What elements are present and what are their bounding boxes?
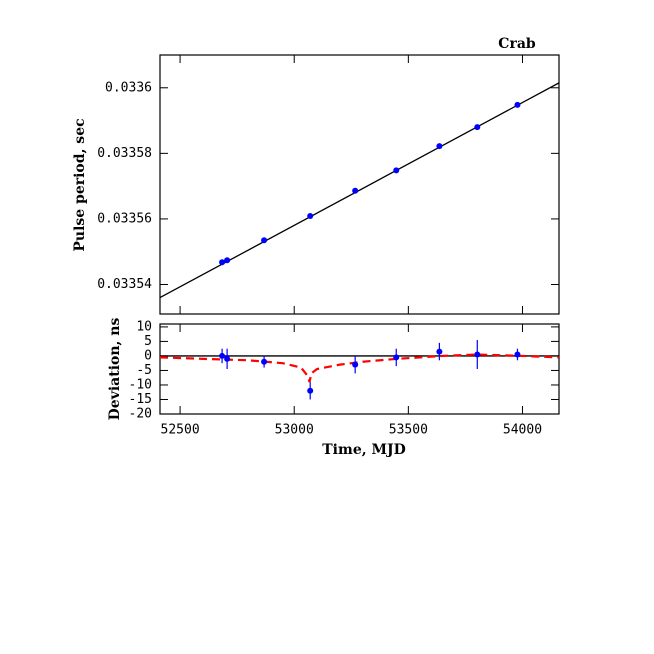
data-point xyxy=(219,352,226,359)
data-point xyxy=(224,257,231,264)
plot-frame xyxy=(159,54,560,315)
data-point xyxy=(219,259,226,266)
fit-line xyxy=(159,82,560,299)
y-axis-label: Pulse period, sec xyxy=(72,118,88,251)
y-tick-label: 0.03356 xyxy=(97,211,152,226)
y-tick-label: 0.0336 xyxy=(105,80,152,95)
x-tick-label: 52500 xyxy=(161,423,200,438)
y-tick-label: 0 xyxy=(144,348,152,363)
data-point xyxy=(261,358,268,365)
y-tick-label: 5 xyxy=(144,334,152,349)
data-point xyxy=(436,143,443,150)
data-point xyxy=(436,348,443,355)
x-tick-label: 53000 xyxy=(275,423,314,438)
data-point xyxy=(393,167,400,174)
data-point xyxy=(307,387,314,394)
data-point xyxy=(514,101,521,108)
y-tick-label: -15 xyxy=(129,392,152,407)
chart-title: Crab xyxy=(498,36,536,52)
data-point xyxy=(261,237,268,244)
y-tick-label: -10 xyxy=(129,377,152,392)
x-tick-label: 54000 xyxy=(503,423,542,438)
y-tick-label: 0.03358 xyxy=(97,146,152,161)
y-axis-label: Deviation, ns xyxy=(107,318,123,421)
y-tick-label: 10 xyxy=(136,319,152,334)
data-point xyxy=(352,187,359,194)
plot-frame xyxy=(159,323,560,415)
data-point xyxy=(474,124,481,131)
y-tick-label: 0.03354 xyxy=(97,277,152,292)
x-axis-label: Time, MJD xyxy=(322,442,405,458)
y-tick-label: -5 xyxy=(136,363,152,378)
data-point xyxy=(514,351,521,358)
data-point xyxy=(393,354,400,361)
data-point xyxy=(307,212,314,219)
y-tick-label: -20 xyxy=(129,407,152,422)
data-point xyxy=(474,351,481,358)
data-point xyxy=(224,355,231,362)
data-point xyxy=(352,361,359,368)
model-curve xyxy=(159,353,560,383)
x-tick-label: 53500 xyxy=(389,423,428,438)
